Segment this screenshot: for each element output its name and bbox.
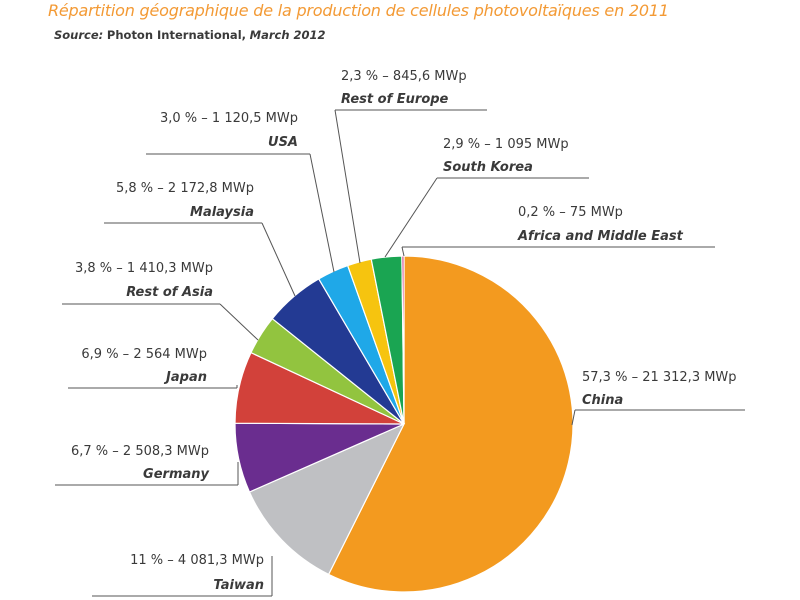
source-date: March 2012 (249, 28, 326, 42)
pie-slice-taiwan (248, 422, 406, 576)
value-label-africa-and-middle-east: 0,2 % – 75 MWp (518, 205, 623, 220)
value-label-rest-of-europe: 2,3 % – 845,6 MWp (341, 69, 467, 84)
value-label-taiwan: 11 % – 4 081,3 MWp (130, 553, 264, 568)
value-label-china: 57,3 % – 21 312,3 MWp (582, 370, 737, 385)
leader-line-africa-and-middle-east (401, 246, 405, 257)
leader-line-rest-of-asia (219, 303, 259, 341)
name-label-africa-and-middle-east: Africa and Middle East (517, 229, 684, 244)
value-label-rest-of-asia: 3,8 % – 1 410,3 MWp (75, 261, 213, 276)
name-label-south-korea: South Korea (443, 160, 533, 175)
name-label-rest-of-asia: Rest of Asia (126, 285, 213, 300)
value-label-japan: 6,9 % – 2 564 MWp (81, 347, 207, 362)
slice-labels: 57,3 % – 21 312,3 MWp China 11 % – 4 081,3… (71, 69, 737, 593)
name-label-usa: USA (268, 135, 298, 150)
value-label-usa: 3,0 % – 1 120,5 MWp (160, 111, 298, 126)
chart-title: Répartition géographique de la productio… (48, 1, 669, 20)
pie-slices (234, 255, 574, 593)
value-label-malaysia: 5,8 % – 2 172,8 MWp (116, 181, 254, 196)
name-label-germany: Germany (143, 467, 209, 482)
name-label-japan: Japan (163, 370, 207, 385)
chart-source: Source: Photon International, March 2012 (54, 28, 326, 42)
name-label-malaysia: Malaysia (190, 205, 254, 220)
leader-line-china (571, 409, 576, 426)
leader-line-usa (309, 153, 335, 273)
leader-line-rest-of-europe (334, 109, 361, 264)
pie-slice-china (327, 255, 574, 593)
name-label-china: China (582, 393, 623, 408)
value-label-germany: 6,7 % – 2 508,3 MWp (71, 444, 209, 459)
leader-line-south-korea (384, 177, 438, 258)
name-label-rest-of-europe: Rest of Europe (341, 92, 449, 107)
leader-lines (55, 109, 745, 597)
source-label: Source: (54, 28, 104, 42)
name-label-taiwan: Taiwan (213, 578, 264, 593)
value-label-south-korea: 2,9 % – 1 095 MWp (443, 137, 569, 152)
source-publisher: Photon International, (106, 28, 247, 42)
leader-line-malaysia (261, 222, 296, 297)
